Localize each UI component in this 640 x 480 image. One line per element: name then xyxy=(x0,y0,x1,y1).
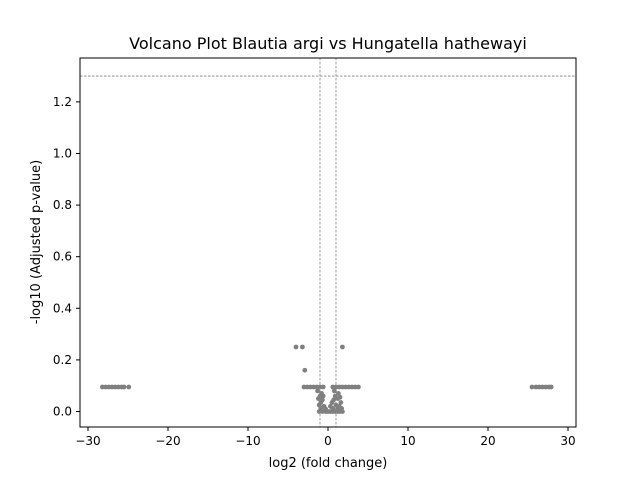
data-point xyxy=(320,384,326,390)
x-tick-label: 0 xyxy=(324,434,332,448)
data-point xyxy=(340,344,345,350)
plot-area xyxy=(80,58,576,427)
x-tick-label: −30 xyxy=(75,434,100,448)
data-point xyxy=(320,393,326,399)
x-tick-label: 10 xyxy=(400,434,415,448)
y-axis-ticks: 0.0 0.2 0.4 0.6 0.8 1.0 1.2 xyxy=(53,95,80,419)
data-point xyxy=(126,384,132,390)
data-point xyxy=(302,367,308,373)
y-tick-label: 1.2 xyxy=(53,95,72,109)
x-tick-label: 20 xyxy=(480,434,495,448)
x-tick-label: −20 xyxy=(155,434,180,448)
y-axis-label: -log10 (Adjusted p-value) xyxy=(29,160,44,324)
data-point xyxy=(335,396,340,402)
data-point xyxy=(300,344,305,350)
chart-title: Volcano Plot Blautia argi vs Hungatella … xyxy=(129,34,527,53)
data-point xyxy=(121,384,127,390)
data-point xyxy=(329,400,335,405)
x-tick-label: −10 xyxy=(235,434,260,448)
plot-frame xyxy=(79,57,577,428)
y-tick-label: 0.8 xyxy=(53,198,72,212)
data-point xyxy=(338,400,344,405)
x-axis-label: log2 (fold change) xyxy=(269,456,388,471)
data-point xyxy=(356,384,361,390)
y-tick-label: 1.0 xyxy=(53,146,72,160)
y-tick-label: 0.4 xyxy=(53,301,72,315)
data-point xyxy=(548,384,554,390)
data-point xyxy=(293,344,299,350)
data-point xyxy=(315,388,320,394)
x-tick-label: 30 xyxy=(560,434,575,448)
y-tick-label: 0.6 xyxy=(53,250,72,264)
data-point xyxy=(316,396,321,402)
data-point xyxy=(529,384,535,390)
y-tick-label: 0.2 xyxy=(53,353,72,367)
y-tick-label: 0.0 xyxy=(53,405,72,419)
x-axis-ticks: −30 −20 −10 0 10 20 30 xyxy=(75,427,576,448)
data-point xyxy=(336,391,341,396)
data-point xyxy=(340,409,345,414)
data-point xyxy=(332,388,337,394)
